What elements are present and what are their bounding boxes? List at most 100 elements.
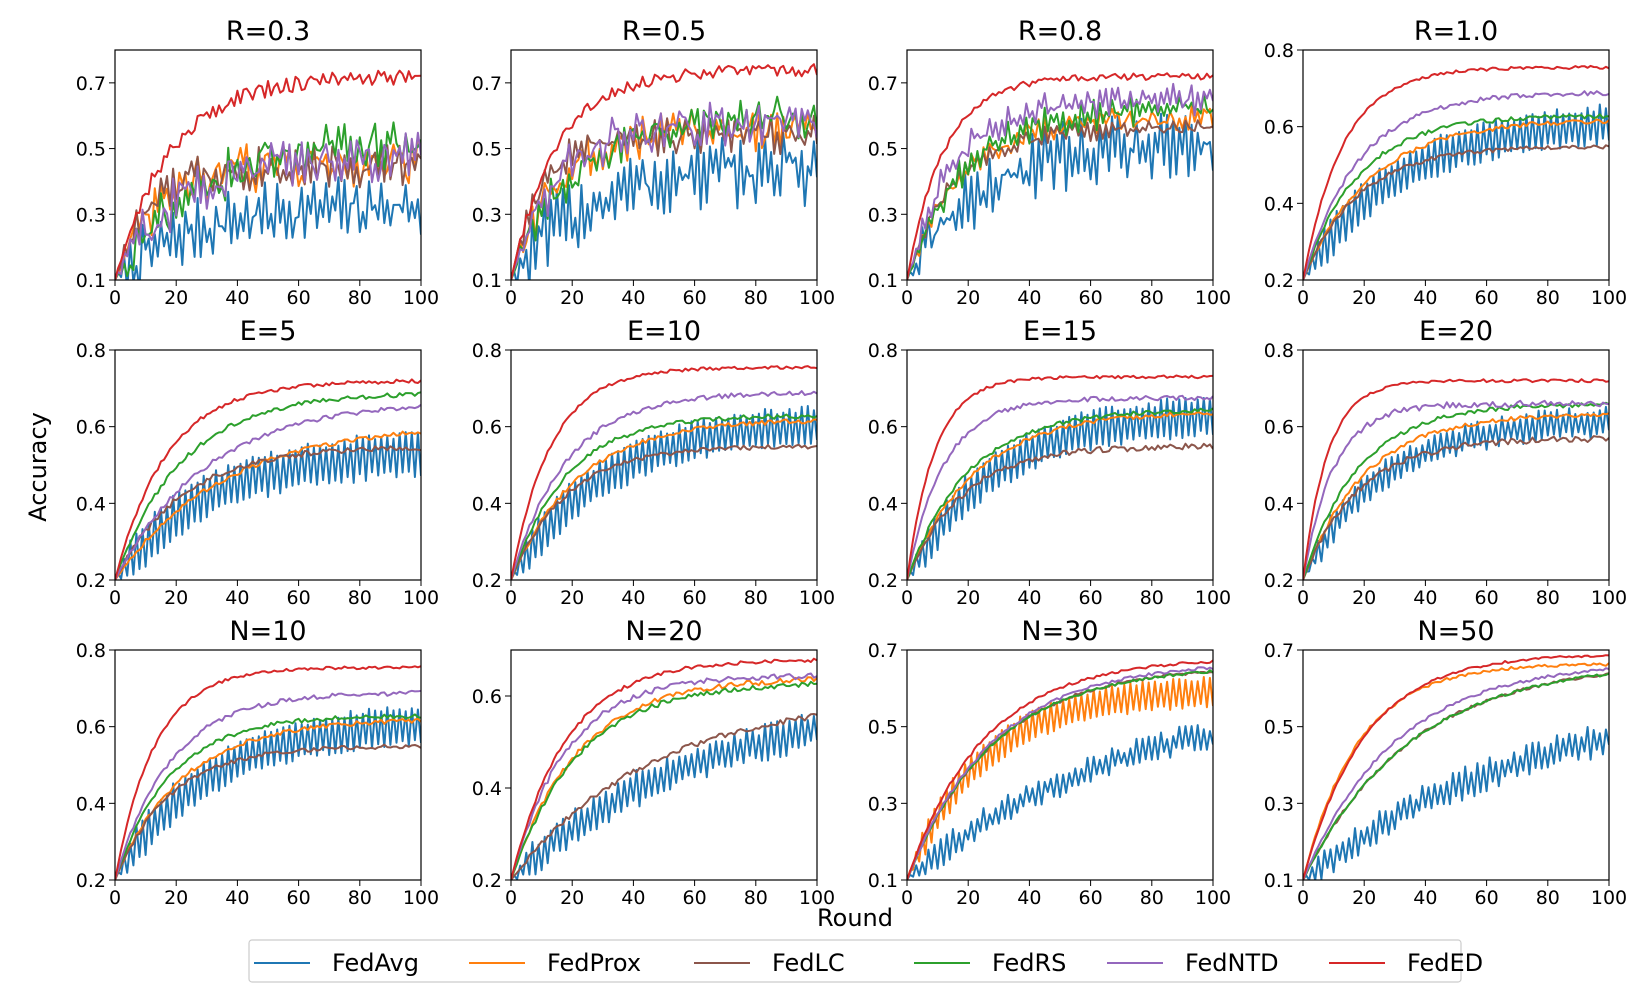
- y-tick-label: 0.1: [76, 270, 106, 292]
- series-line-fedrs: [511, 680, 817, 880]
- series-line-fedprox: [115, 717, 421, 880]
- x-tick-label: 60: [683, 587, 707, 609]
- series-group: [115, 69, 421, 280]
- x-tick-label: 80: [1140, 587, 1164, 609]
- legend-item-fedavg: FedAvg: [254, 949, 419, 977]
- x-tick-label: 0: [109, 587, 121, 609]
- x-tick-label: 40: [1413, 887, 1437, 909]
- x-tick-label: 20: [1352, 287, 1376, 309]
- plot-frame: [906, 649, 1214, 881]
- y-tick-label: 0.1: [868, 270, 898, 292]
- y-tick-label: 0.5: [1264, 717, 1294, 739]
- x-tick-label: 40: [1017, 887, 1041, 909]
- series-line-fedntd: [907, 394, 1213, 580]
- y-axis-title: Accuracy: [24, 412, 52, 522]
- x-tick-label: 40: [225, 587, 249, 609]
- y-tick-label: 0.1: [868, 870, 898, 892]
- series-line-feded: [907, 374, 1213, 580]
- x-tick-label: 60: [1079, 287, 1103, 309]
- series-line-feded: [115, 378, 421, 580]
- y-tick-label: 0.1: [472, 270, 502, 292]
- series-line-fedrs: [1303, 672, 1609, 880]
- x-tick-label: 20: [560, 587, 584, 609]
- series-group: [511, 365, 817, 580]
- series-line-feded: [907, 72, 1213, 280]
- chart-title: E=20: [1419, 316, 1493, 347]
- series-group: [511, 657, 817, 880]
- x-tick-label: 40: [1017, 587, 1041, 609]
- x-tick-label: 0: [1297, 587, 1309, 609]
- x-tick-label: 80: [348, 587, 372, 609]
- x-tick-label: 100: [1591, 587, 1627, 609]
- y-tick-label: 0.3: [472, 204, 502, 226]
- x-tick-label: 0: [901, 887, 913, 909]
- x-tick-label: 100: [799, 887, 835, 909]
- y-tick-label: 0.8: [76, 640, 106, 662]
- chart-title: E=5: [240, 316, 297, 347]
- y-tick-label: 0.3: [1264, 793, 1294, 815]
- x-tick-label: 40: [1413, 287, 1437, 309]
- series-line-fedntd: [907, 666, 1213, 880]
- y-tick-label: 0.7: [76, 73, 106, 95]
- y-tick-label: 0.6: [1264, 417, 1294, 439]
- x-tick-label: 0: [901, 587, 913, 609]
- y-tick-label: 0.4: [1264, 193, 1294, 215]
- y-tick-label: 0.2: [1264, 270, 1294, 292]
- x-tick-label: 100: [1591, 887, 1627, 909]
- series-group: [115, 378, 421, 580]
- series-line-fedrs: [907, 669, 1213, 880]
- legend-item-fedntd: FedNTD: [1107, 949, 1279, 977]
- series-line-feded: [115, 69, 421, 280]
- x-tick-label: 100: [1195, 287, 1231, 309]
- series-line-fedprox: [907, 411, 1213, 580]
- chart-title: N=30: [1021, 616, 1098, 647]
- y-tick-label: 0.7: [1264, 640, 1294, 662]
- y-tick-label: 0.5: [472, 139, 502, 161]
- y-tick-label: 0.4: [472, 778, 502, 800]
- plot-frame: [114, 649, 422, 881]
- series-line-fedprox: [115, 430, 421, 580]
- y-tick-label: 0.5: [868, 139, 898, 161]
- x-tick-label: 0: [901, 287, 913, 309]
- x-tick-label: 40: [621, 587, 645, 609]
- y-tick-label: 0.2: [76, 570, 106, 592]
- series-line-fedavg: [907, 111, 1213, 280]
- chart-panel: 0 20 40 60 80 100 0.2 0.4 0.6 0.8 R=1.0: [1264, 16, 1627, 309]
- series-group: [907, 659, 1213, 880]
- series-line-fedlc: [511, 443, 817, 580]
- x-tick-label: 100: [1591, 287, 1627, 309]
- y-tick-label: 0.6: [76, 417, 106, 439]
- y-tick-label: 0.7: [868, 73, 898, 95]
- plot-frame: [906, 349, 1214, 581]
- series-line-feded: [1303, 654, 1609, 880]
- x-tick-label: 80: [1140, 287, 1164, 309]
- series-line-fedprox: [1303, 662, 1609, 880]
- chart-panel: 0 20 40 60 80 100 0.1 0.3 0.5 0.7 R=0.8: [868, 16, 1231, 309]
- series-line-fedntd: [1303, 667, 1609, 880]
- legend-item-fedrs: FedRS: [914, 949, 1066, 977]
- x-tick-label: 80: [1140, 887, 1164, 909]
- series-line-fedlc: [1303, 672, 1609, 880]
- y-tick-label: 0.8: [1264, 40, 1294, 62]
- panels: 0 20 40 60 80 100 0.1 0.3 0.5 0.7 R=0.3 0 20 40 60 80 10…: [76, 16, 1627, 909]
- series-line-fedlc: [115, 743, 421, 880]
- x-tick-label: 20: [164, 887, 188, 909]
- series-line-fedntd: [907, 82, 1213, 280]
- chart-panel: 0 20 40 60 80 100 0.2 0.4 0.6 0.8 N=10: [76, 616, 439, 909]
- plot-frame: [1302, 649, 1610, 881]
- series-line-fedlc: [1303, 144, 1609, 280]
- series-group: [511, 63, 817, 280]
- series-line-fedprox: [511, 676, 817, 880]
- y-tick-label: 0.1: [1264, 870, 1294, 892]
- y-tick-label: 0.6: [472, 686, 502, 708]
- chart-panel: 0 20 40 60 80 100 0.1 0.3 0.5 0.7 R=0.3: [76, 16, 439, 309]
- series-line-fedrs: [115, 391, 421, 580]
- x-tick-label: 40: [1413, 587, 1437, 609]
- x-tick-label: 80: [1536, 887, 1560, 909]
- x-tick-label: 60: [287, 287, 311, 309]
- series-line-fedrs: [907, 93, 1213, 280]
- x-tick-label: 100: [403, 587, 439, 609]
- x-tick-label: 100: [799, 587, 835, 609]
- x-tick-label: 100: [799, 287, 835, 309]
- series-line-fedavg: [1303, 103, 1609, 280]
